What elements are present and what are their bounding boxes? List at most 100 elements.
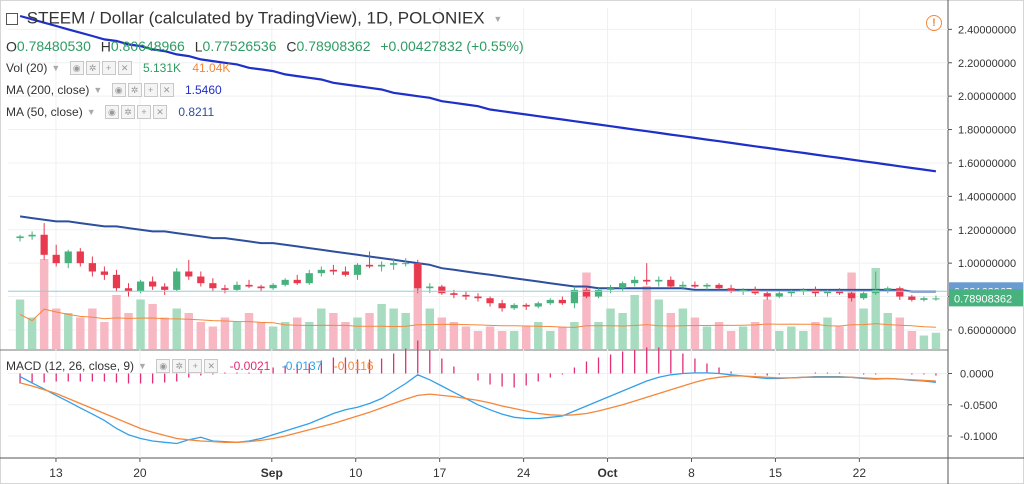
- volume-bar: [88, 308, 97, 349]
- candle-body: [679, 284, 687, 287]
- eye-icon[interactable]: ◉: [69, 61, 84, 76]
- chevron-down-icon[interactable]: ▼: [493, 13, 503, 24]
- signal-line: [19, 375, 936, 443]
- volume-bar: [148, 304, 157, 349]
- macd-hist-value: -0.0021: [229, 358, 271, 373]
- low-label: L: [194, 38, 203, 55]
- open-value: 0.78480530: [16, 38, 91, 55]
- high-value: 0.80648966: [110, 38, 185, 55]
- candle-body: [655, 279, 663, 282]
- volume-bar: [473, 331, 483, 349]
- candle-body: [281, 279, 289, 285]
- candle-body: [64, 251, 72, 264]
- candle-body: [209, 283, 217, 289]
- close-icon[interactable]: ✕: [152, 105, 167, 120]
- candle-body: [727, 288, 735, 292]
- chart-title[interactable]: STEEM / Dollar (calculated by TradingVie…: [26, 8, 485, 28]
- candle-body: [631, 279, 639, 284]
- volume-bar: [136, 299, 145, 349]
- candle-body: [486, 298, 494, 304]
- volume-bar: [823, 317, 832, 349]
- chevron-down-icon[interactable]: ▼: [86, 106, 96, 117]
- alert-icon[interactable]: !: [926, 15, 942, 31]
- candle-body: [534, 303, 542, 307]
- chevron-down-icon[interactable]: ▼: [51, 62, 61, 73]
- volume-bar: [39, 259, 49, 349]
- close-icon[interactable]: ✕: [117, 61, 132, 76]
- plus-icon[interactable]: +: [143, 83, 158, 98]
- close-icon[interactable]: ✕: [204, 359, 219, 374]
- chart-type-icon[interactable]: [6, 12, 18, 25]
- indicator-label[interactable]: MA (50, close): [6, 104, 83, 119]
- x-tick-label: 24: [517, 466, 531, 480]
- plus-icon[interactable]: +: [188, 359, 203, 374]
- eye-icon[interactable]: ◉: [111, 83, 126, 98]
- volume-bar: [317, 308, 326, 349]
- current-price-badge-label: 0.78908362: [954, 293, 1012, 305]
- macd-value: -0.0137: [281, 358, 323, 373]
- gear-icon[interactable]: ✲: [120, 105, 135, 120]
- volume-bar: [654, 299, 663, 349]
- candle-body: [884, 288, 892, 290]
- volume-bar: [618, 313, 627, 349]
- indicator-label[interactable]: Vol (20): [6, 60, 48, 75]
- volume-bar: [738, 326, 748, 349]
- y-tick-label: 2.40000000: [958, 24, 1016, 36]
- candle-body: [293, 279, 301, 284]
- gear-icon[interactable]: ✲: [85, 61, 100, 76]
- open-label: O: [6, 38, 17, 55]
- candle-body: [221, 288, 229, 290]
- candle-body: [112, 274, 121, 289]
- candle-body: [462, 294, 470, 297]
- candle-body: [703, 284, 711, 287]
- candle-body: [715, 284, 723, 289]
- volume-bar: [907, 331, 917, 349]
- candle-body: [173, 271, 181, 290]
- chevron-down-icon[interactable]: ▼: [138, 360, 147, 371]
- macd-signal-value: -0.0116: [333, 358, 374, 373]
- candle-body: [233, 284, 241, 290]
- eye-icon[interactable]: ◉: [156, 359, 171, 374]
- volume-bar: [268, 326, 278, 349]
- indicator-label[interactable]: MA (200, close): [6, 82, 90, 97]
- plus-icon[interactable]: +: [136, 105, 151, 120]
- volume-bar: [666, 313, 676, 349]
- volume-bar: [726, 331, 736, 349]
- y-tick-label: 1.80000000: [958, 125, 1016, 137]
- plus-icon[interactable]: +: [101, 61, 116, 76]
- close-icon[interactable]: ✕: [159, 83, 174, 98]
- volume-bar: [413, 263, 422, 349]
- volume-bar: [919, 335, 929, 349]
- candle-body: [570, 289, 579, 304]
- y-tick-label: 1.60000000: [958, 158, 1016, 170]
- volume-bar: [485, 326, 495, 349]
- volume-bar: [546, 331, 555, 349]
- current-price-badge: [949, 289, 1023, 307]
- volume-bar: [76, 317, 85, 349]
- volume-bar: [690, 317, 700, 349]
- vol-value: 5.131K: [142, 60, 182, 75]
- volume-bar: [835, 326, 844, 349]
- y-tick-label: 1.40000000: [958, 191, 1016, 203]
- gear-icon[interactable]: ✲: [172, 359, 187, 374]
- volume-bar: [775, 331, 784, 349]
- y-tick-label: 2.20000000: [958, 58, 1016, 70]
- macd-label[interactable]: MACD (12, 26, close, 9): [6, 358, 135, 373]
- x-tick-label: 8: [688, 466, 695, 480]
- chevron-down-icon[interactable]: ▼: [93, 84, 103, 95]
- volume-bar: [895, 317, 905, 349]
- candle-body: [52, 254, 60, 264]
- eye-icon[interactable]: ◉: [104, 105, 119, 120]
- change-value: +0.00427832 (+0.55%): [380, 38, 524, 55]
- volume-bar: [750, 322, 760, 349]
- indicator-vol: Vol (20) ▼ ◉ ✲ + ✕ 5.131K 41.04K: [6, 60, 230, 76]
- volume-bar: [172, 308, 181, 349]
- ma200-value: 1.5460: [184, 82, 222, 97]
- volume-bar: [678, 308, 688, 349]
- macd-y-tick-label: 0.0000: [960, 369, 994, 381]
- gear-icon[interactable]: ✲: [127, 83, 142, 98]
- x-tick-label: 10: [349, 466, 363, 480]
- candle-body: [88, 263, 96, 272]
